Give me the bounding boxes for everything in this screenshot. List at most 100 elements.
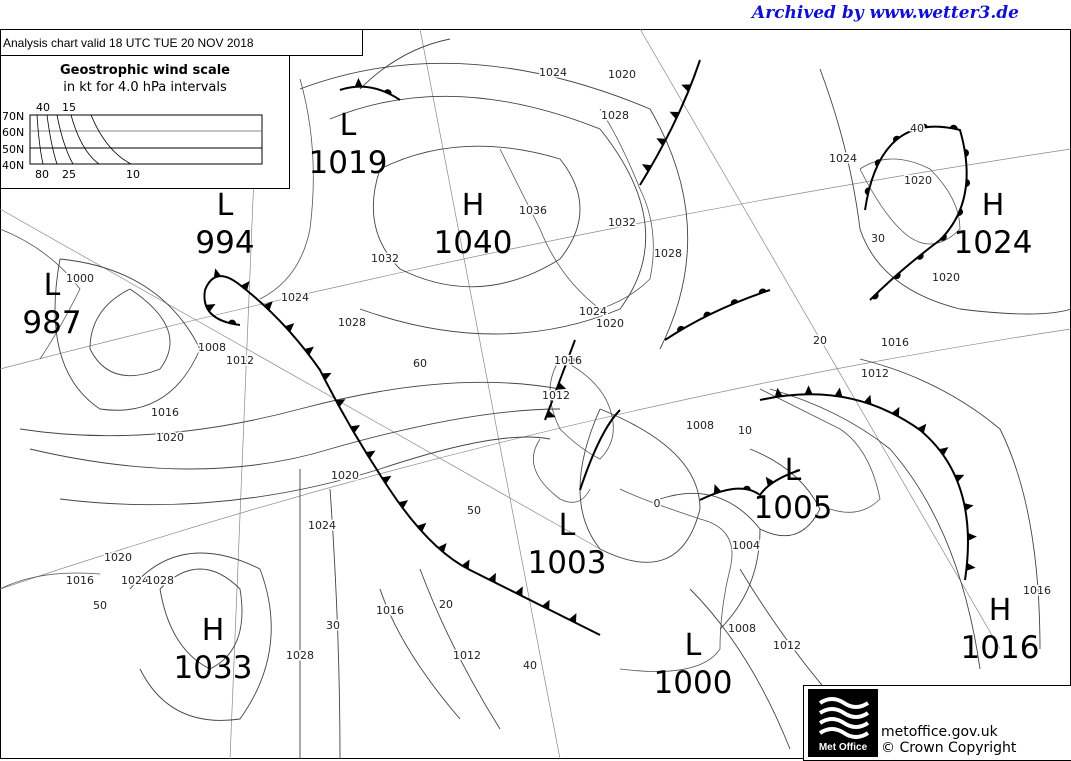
warm-front-semicircle xyxy=(864,187,870,196)
warm-front-semicircle xyxy=(794,469,800,473)
isobar-label: 1024 xyxy=(829,152,857,165)
scale-label: 80 xyxy=(35,168,49,181)
warm-front-semicircle xyxy=(874,159,881,167)
warm-front-semicircle xyxy=(949,124,958,130)
cold-front-triangle xyxy=(515,586,523,597)
isobar-label: 1016 xyxy=(881,336,909,349)
cold-front-triangle xyxy=(488,572,496,583)
cold-front-triangle xyxy=(669,111,680,120)
occluded-front xyxy=(699,469,801,501)
isobar-label: 1020 xyxy=(156,431,184,444)
pressure-centre-type: L xyxy=(340,108,357,143)
cold-front-triangle xyxy=(541,599,550,610)
isobar-label: 1020 xyxy=(331,469,359,482)
isobar-label: 60 xyxy=(413,357,427,370)
isobar-label: 30 xyxy=(326,619,340,632)
isobar-label: 50 xyxy=(467,504,481,517)
cold-front-triangle xyxy=(765,476,775,487)
logo-text: Met Office xyxy=(818,742,868,753)
cold-front-triangle xyxy=(304,346,314,356)
isobar-label: 1024 xyxy=(539,66,567,79)
cold-front-triangle xyxy=(641,164,652,173)
isobar-label: 1024 xyxy=(308,519,336,532)
isobars xyxy=(19,38,1071,759)
pressure-centre-value: 1024 xyxy=(954,225,1033,261)
warm-front-semicircle xyxy=(892,135,900,143)
pressure-centre-value: 1040 xyxy=(434,225,513,261)
site-link[interactable]: metoffice.gov.uk xyxy=(881,724,998,740)
warm-front-semicircle xyxy=(758,288,767,294)
isobar-label: 1036 xyxy=(519,204,547,217)
wind-scale-subtitle: in kt for 4.0 hPa intervals xyxy=(63,80,227,95)
isobar-label: 1028 xyxy=(654,247,682,260)
scale-label: 10 xyxy=(126,168,140,181)
cold-front-triangle xyxy=(964,503,974,511)
cold-front-triangle xyxy=(350,425,361,434)
pressure-centre-type: L xyxy=(785,453,802,488)
warm-front-semicircle xyxy=(965,178,971,187)
warm-front-semicircle xyxy=(964,149,969,157)
cold-front-triangle xyxy=(335,399,346,408)
isobar-label: 1024 xyxy=(579,305,607,318)
scale-label: 25 xyxy=(62,168,76,181)
warm-front-semicircle xyxy=(384,89,392,95)
isobar-label: 50 xyxy=(93,599,107,612)
isobar-label: 1028 xyxy=(286,649,314,662)
pressure-centre-value: 1003 xyxy=(528,545,607,581)
cold-front-triangle xyxy=(681,84,692,92)
isobar-label: 1008 xyxy=(198,341,226,354)
cold-front-triangle xyxy=(365,450,376,459)
isobar-label: 1012 xyxy=(226,354,254,367)
isobar-label: 1016 xyxy=(1023,584,1051,597)
isobar-label: 1012 xyxy=(542,389,570,402)
warm-front-semicircle xyxy=(871,292,879,300)
pressure-centre-value: 1033 xyxy=(174,650,253,686)
cold-front-triangle xyxy=(398,500,409,509)
warm-front xyxy=(864,125,968,301)
wind-scale-title: Geostrophic wind scale xyxy=(59,63,230,78)
isobar-label: 1016 xyxy=(376,604,404,617)
pressure-centre-type: H xyxy=(202,613,225,648)
cold-front-triangle xyxy=(240,281,250,291)
isobar-label: 1008 xyxy=(728,622,756,635)
cold-front-triangle xyxy=(416,522,427,532)
cold-front-triangle xyxy=(381,475,392,485)
isobar-label: 1028 xyxy=(146,574,174,587)
pressure-centre-value: 1016 xyxy=(961,630,1040,666)
pressure-centre-type: L xyxy=(559,508,576,543)
isobar-label: 20 xyxy=(439,598,453,611)
warm-front-semicircle xyxy=(957,208,964,216)
pressure-centres: L1019H1040L994L987H1024L1005L1003H1033L1… xyxy=(22,108,1039,701)
warm-front-semicircle xyxy=(743,485,751,491)
cold-front-triangle xyxy=(967,532,977,541)
wind-scale-graph: 70N 60N 50N 40N 40 15 80 25 10 xyxy=(2,101,263,181)
lat-label: 50N xyxy=(2,143,24,156)
isobar-label: 1000 xyxy=(66,272,94,285)
isobar-label: 40 xyxy=(910,122,924,135)
cold-front xyxy=(544,339,576,421)
cold-front-triangle xyxy=(917,423,927,434)
pressure-centre-value: 1000 xyxy=(654,665,733,701)
scale-label: 40 xyxy=(36,101,50,114)
isobar-label: 1028 xyxy=(338,316,366,329)
isobar-label: 1012 xyxy=(773,639,801,652)
lat-label: 70N xyxy=(2,110,24,123)
cold-front-triangle xyxy=(205,304,216,312)
archive-note[interactable]: Archived by www.wetter3.de xyxy=(752,3,1019,23)
isobar-label: 20 xyxy=(813,334,827,347)
isobar-label: 1032 xyxy=(371,252,399,265)
isobar-label: 1008 xyxy=(686,419,714,432)
isobar-label: 1020 xyxy=(104,551,132,564)
cold-front-triangle xyxy=(938,447,949,456)
warm-front xyxy=(664,289,771,341)
warm-front-semicircle xyxy=(228,319,237,325)
warm-front-semicircle xyxy=(919,123,928,129)
pressure-centre-type: L xyxy=(685,628,702,663)
cold-front-triangle xyxy=(891,406,900,417)
warm-front-semicircle xyxy=(677,325,685,332)
pressure-centre-type: L xyxy=(44,268,61,303)
isobar-label: 1016 xyxy=(554,354,582,367)
pressure-centre-type: L xyxy=(217,188,234,223)
cold-front-triangle xyxy=(566,354,577,362)
isobar-label: 1024 xyxy=(121,574,149,587)
